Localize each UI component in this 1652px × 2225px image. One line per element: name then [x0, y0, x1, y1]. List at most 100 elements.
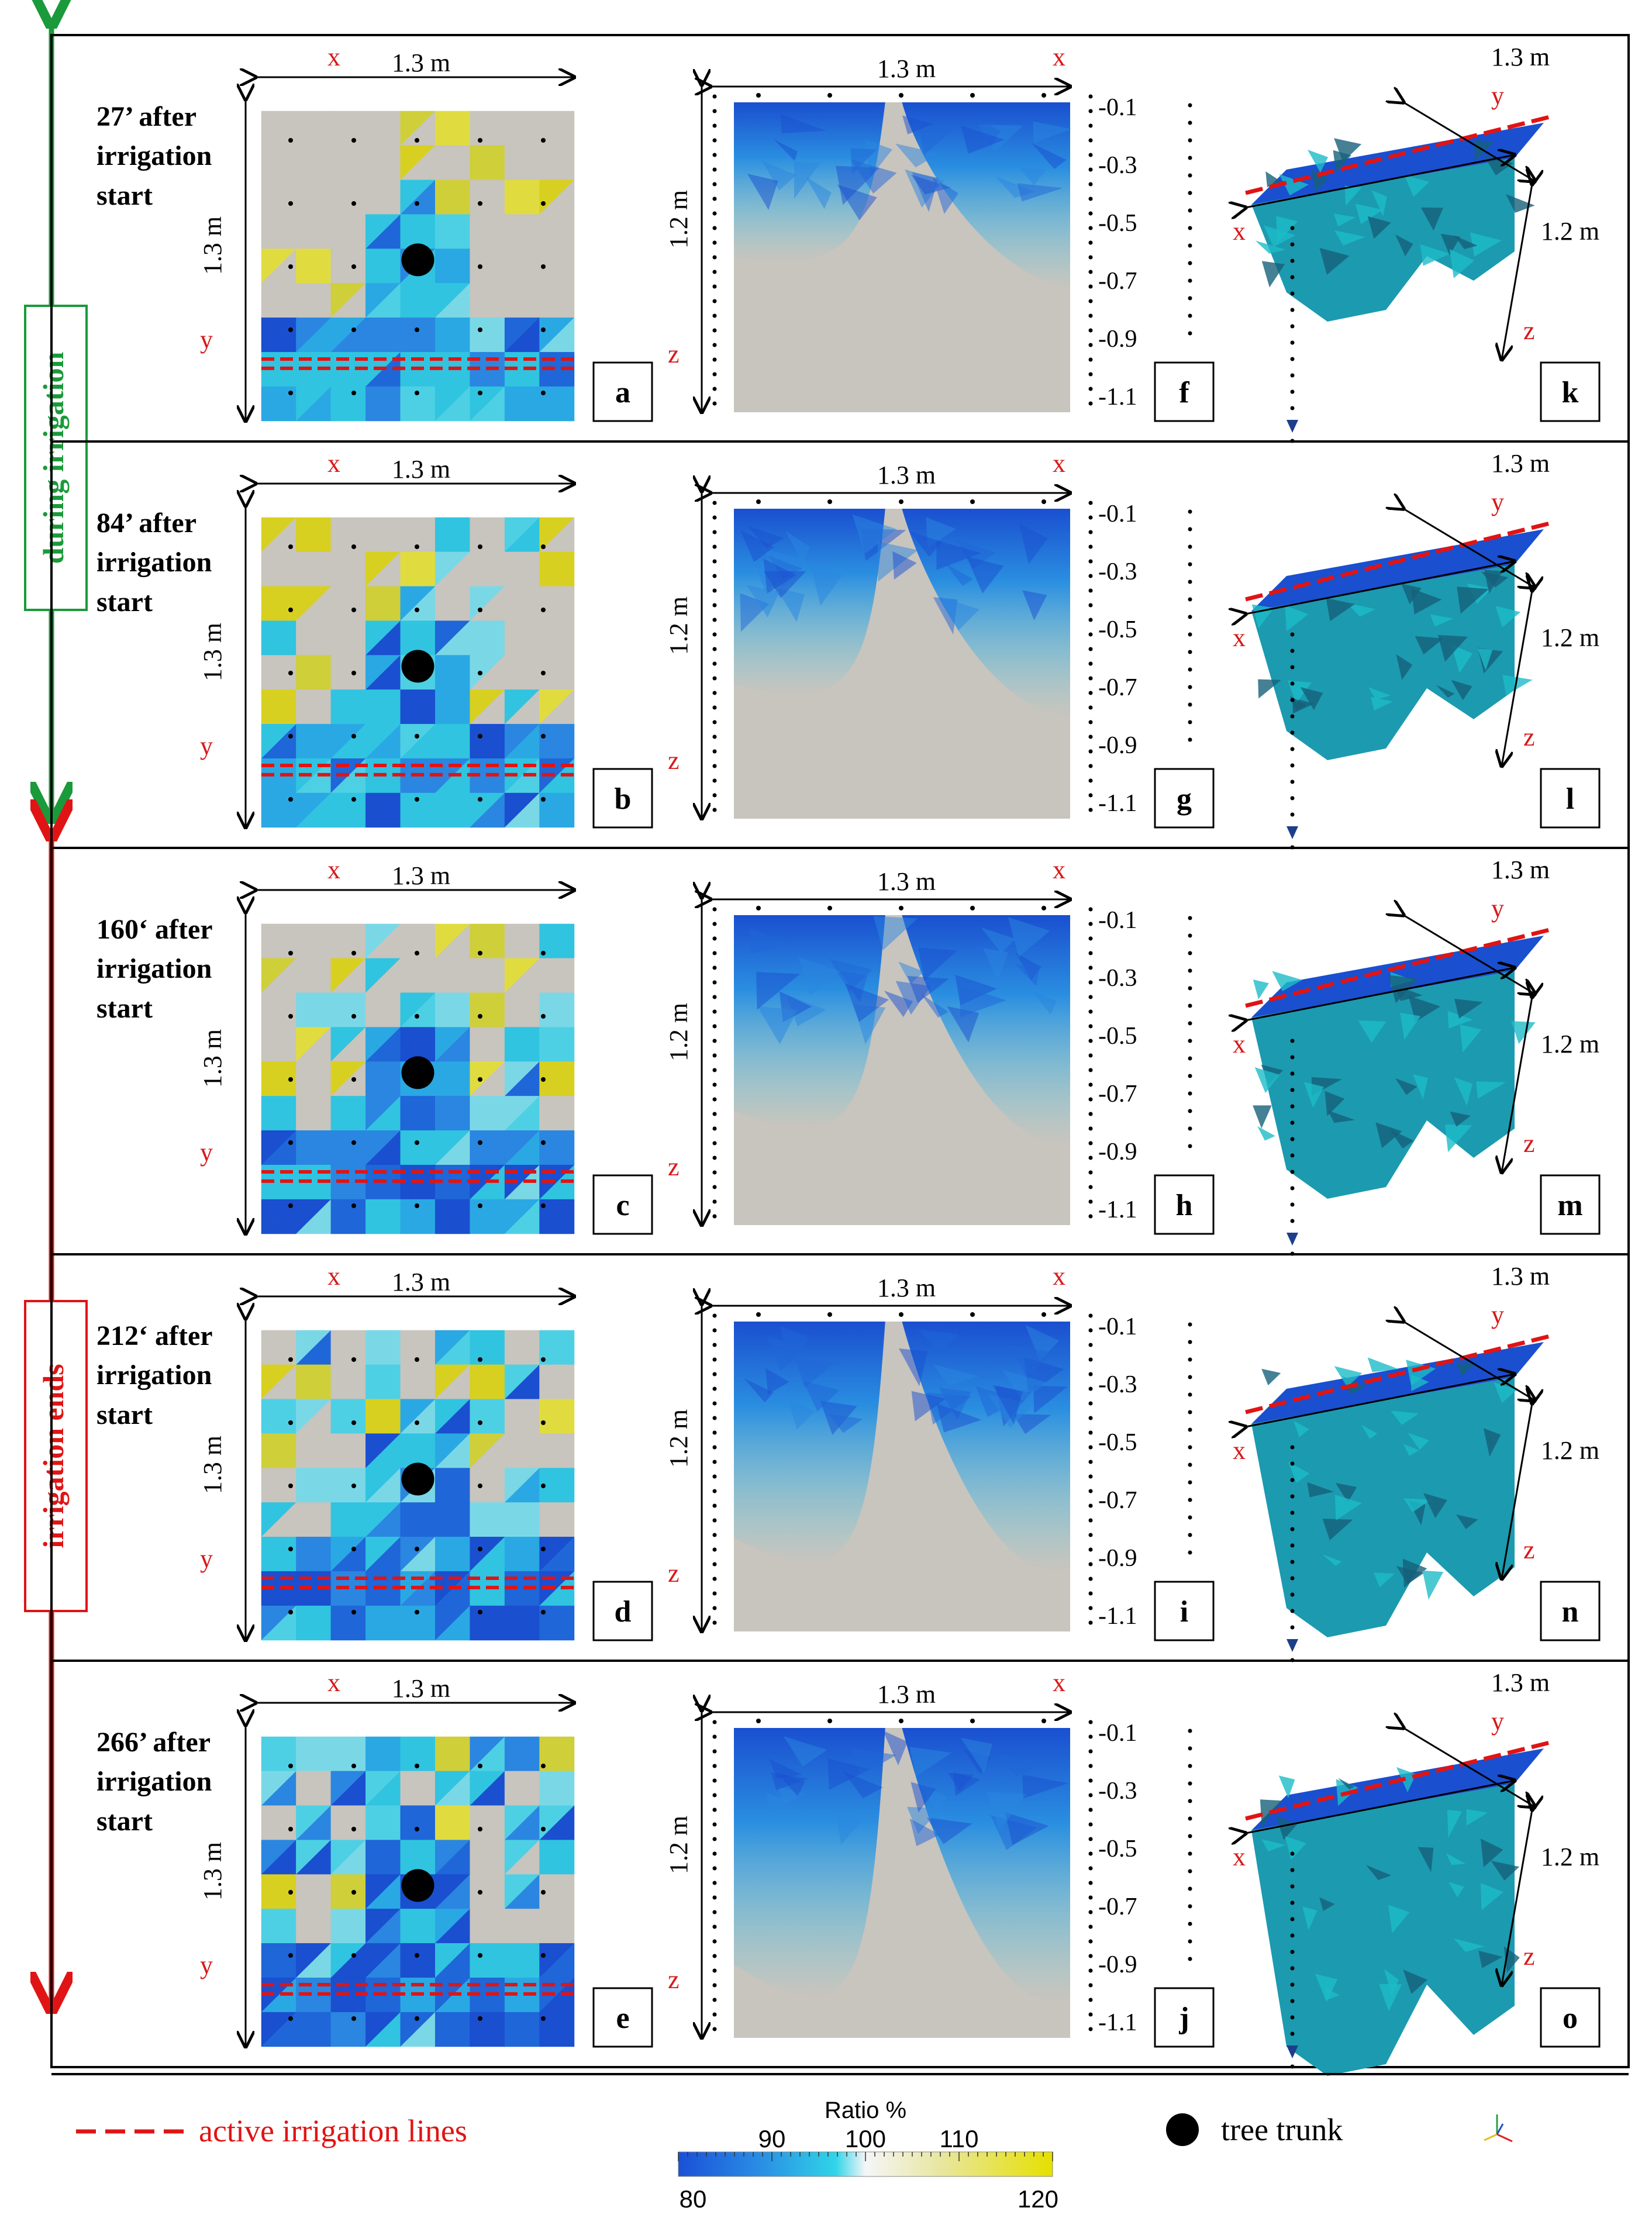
sensor-point	[712, 255, 717, 260]
sensor-point	[1290, 1950, 1295, 1954]
sensor-point	[1088, 1024, 1093, 1029]
tree-trunk	[401, 1869, 434, 1902]
plan-view-panel: 1.3 m x 1.3 m y a	[198, 43, 653, 421]
sensor-point	[1290, 812, 1295, 817]
sensor-point	[541, 608, 546, 612]
sensor-point	[712, 1024, 717, 1029]
iso-y-axis-label: y	[1491, 1707, 1504, 1736]
isometric-cell	[1418, 1847, 1434, 1872]
plan-width-label: 1.3 m	[392, 1268, 450, 1296]
isometric-cell	[1375, 1122, 1402, 1148]
sensor-point	[351, 1203, 356, 1208]
colorbar-min: 80	[680, 2185, 707, 2213]
plan-height-label: 1.3 m	[198, 1436, 227, 1494]
sensor-point	[1088, 1547, 1093, 1552]
sensor-point	[1290, 2064, 1295, 2069]
sensor-point	[970, 499, 975, 504]
depth-tick: -0.3	[1098, 558, 1137, 585]
sensor-point	[970, 906, 975, 910]
profile-cell-overlay	[740, 514, 1048, 635]
sensor-point	[1088, 1068, 1093, 1072]
iso-x-axis-label: x	[1233, 1843, 1246, 1871]
sensor-point	[288, 1953, 293, 1958]
sensor-point	[1088, 720, 1093, 725]
sensor-point	[1088, 1606, 1093, 1610]
isometric-cell	[1261, 1368, 1281, 1386]
profile-cell	[756, 972, 801, 1010]
sensor-point	[1188, 527, 1192, 532]
sensor-point	[1041, 1312, 1046, 1317]
profile-width-label: 1.3 m	[877, 867, 936, 896]
profile-cell	[1033, 121, 1072, 143]
iso-depth-label: 1.2 m	[1541, 623, 1599, 652]
sensor-point	[1088, 936, 1093, 941]
sensor-point	[288, 201, 293, 206]
sensor-point	[899, 906, 903, 910]
sensor-point	[1088, 1968, 1093, 1973]
sensor-point	[1188, 509, 1192, 514]
isometric-cell	[1253, 1105, 1272, 1129]
sensor-point	[1088, 270, 1093, 274]
profile-cell	[961, 125, 1005, 154]
sensor-point	[712, 1357, 717, 1362]
sensor-point	[1188, 1021, 1192, 1026]
sensor-point	[1088, 1126, 1093, 1131]
sensor-point	[1290, 779, 1295, 784]
sensor-point	[478, 1484, 482, 1488]
irrigation-ends-label: irrigation ends	[37, 1364, 70, 1548]
profile-cell	[921, 994, 949, 1018]
sensor-point	[712, 749, 717, 754]
sensor-point	[541, 1953, 546, 1958]
profile-panel: 1.3 m x 1.2 m z -0.1 -0.3 -0.5 -0.7 -0.9 -1.1 i	[664, 1262, 1215, 1641]
sensor-point	[712, 995, 717, 999]
sensor-point	[712, 1068, 717, 1072]
profile-depth-label: 1.2 m	[664, 1003, 693, 1061]
sensor-point	[756, 1312, 761, 1317]
sensor-point	[1188, 1375, 1192, 1379]
depth-tick: -0.7	[1098, 268, 1137, 295]
plan-view-panel: 1.3 m x 1.3 m y b	[198, 449, 653, 827]
sensor-point	[1088, 1749, 1093, 1754]
iso-z-axis-label: z	[1523, 723, 1535, 751]
profile-cell	[882, 1730, 908, 1765]
sensor-point	[1188, 1322, 1192, 1327]
sensor-point	[1290, 340, 1295, 345]
profile-cell	[747, 526, 784, 549]
profile-panel: 1.3 m x 1.2 m z -0.1 -0.3 -0.5 -0.7 -0.9 -1.1 h	[664, 855, 1215, 1235]
sensor-point	[1088, 299, 1093, 303]
tree-trunk	[401, 243, 434, 277]
plan-y-axis-label: y	[200, 732, 213, 760]
sensor-point	[1088, 661, 1093, 666]
time-label-line3: start	[96, 587, 153, 618]
sensor-point	[827, 93, 832, 98]
sensor-point	[1041, 499, 1046, 504]
sensor-point	[712, 357, 717, 362]
isometric-cell	[1257, 1126, 1275, 1141]
sensor-point	[1188, 1851, 1192, 1856]
sensor-point	[1188, 685, 1192, 689]
sensor-point	[712, 211, 717, 216]
sensor-point	[1088, 1591, 1093, 1596]
sensor-point	[712, 1807, 717, 1812]
sensor-point	[1290, 1186, 1295, 1191]
sensor-point	[712, 1343, 717, 1347]
isometric-cell	[1454, 1077, 1473, 1106]
colorbar-minor-ticks	[678, 2152, 1053, 2161]
sensor-point	[1088, 922, 1093, 926]
sensor-point	[1088, 1734, 1093, 1739]
profile-cell	[1022, 1774, 1069, 1799]
profile-cell	[763, 548, 809, 588]
sensor-point	[1088, 182, 1093, 187]
sensor-point	[1188, 1074, 1192, 1078]
sensor-point	[1088, 1445, 1093, 1450]
depth-tick: -0.3	[1098, 1371, 1137, 1398]
panel-letter-box	[1540, 1987, 1601, 2048]
sensor-point	[1088, 196, 1093, 201]
isometric-cell	[1451, 679, 1472, 701]
isometric-cell	[1307, 1482, 1334, 1498]
profile-cell	[829, 958, 873, 992]
sensor-point	[712, 1577, 717, 1581]
panel-letter-box	[592, 1174, 653, 1235]
isometric-sensor-columns	[1188, 1729, 1295, 2069]
sensor-point	[712, 1851, 717, 1856]
